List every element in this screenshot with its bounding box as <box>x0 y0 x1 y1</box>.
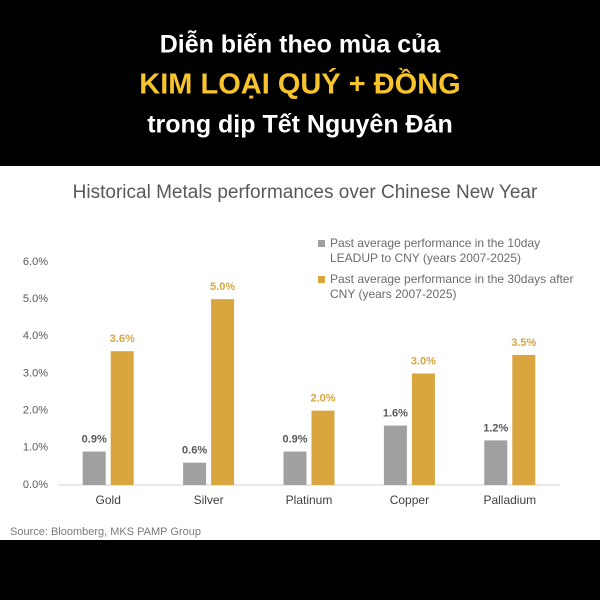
legend-swatch <box>318 240 325 247</box>
x-tick-label: Platinum <box>286 493 333 507</box>
headline-3: trong dịp Tết Nguyên Đán <box>147 111 453 139</box>
legend-swatch <box>318 276 325 283</box>
legend-entry: Past average performance in the 10day LE… <box>330 236 541 265</box>
value-label: 5.0% <box>210 281 235 293</box>
bar <box>512 354 536 485</box>
headline-2: KIM LOẠI QUÝ + ĐỒNG <box>139 67 460 101</box>
x-tick-label: Gold <box>96 493 121 507</box>
value-label: 2.0% <box>310 393 335 405</box>
x-tick-label: Copper <box>390 493 429 507</box>
source: Source: Bloomberg, MKS PAMP Group <box>10 526 201 538</box>
value-label: 1.6% <box>383 407 408 419</box>
value-label: 3.6% <box>110 333 135 345</box>
value-label: 0.9% <box>282 433 307 445</box>
value-label: 1.2% <box>483 422 508 434</box>
bar <box>411 373 435 485</box>
bar <box>311 410 335 485</box>
y-tick-label: 1.0% <box>23 442 48 454</box>
x-tick-label: Silver <box>194 493 224 507</box>
chart-title: Historical Metals performances over Chin… <box>73 182 538 203</box>
y-tick-label: 4.0% <box>23 330 48 342</box>
y-tick-label: 5.0% <box>23 293 48 305</box>
bar <box>110 351 134 485</box>
y-tick-label: 6.0% <box>23 256 48 268</box>
value-label: 3.0% <box>411 355 436 367</box>
y-tick-label: 2.0% <box>23 405 48 417</box>
bar <box>183 462 207 485</box>
bar <box>283 451 307 485</box>
x-tick-label: Palladium <box>483 493 536 507</box>
bar <box>484 440 508 485</box>
value-label: 0.6% <box>182 445 207 457</box>
bar <box>383 425 407 485</box>
y-tick-label: 0.0% <box>23 479 48 491</box>
value-label: 0.9% <box>82 433 107 445</box>
y-tick-label: 3.0% <box>23 367 48 379</box>
headline-1: Diễn biến theo mùa của <box>160 29 442 59</box>
value-label: 3.5% <box>511 337 536 349</box>
bar <box>211 299 235 485</box>
legend-entry: Past average performance in the 30days a… <box>330 272 574 301</box>
bar <box>82 451 106 485</box>
